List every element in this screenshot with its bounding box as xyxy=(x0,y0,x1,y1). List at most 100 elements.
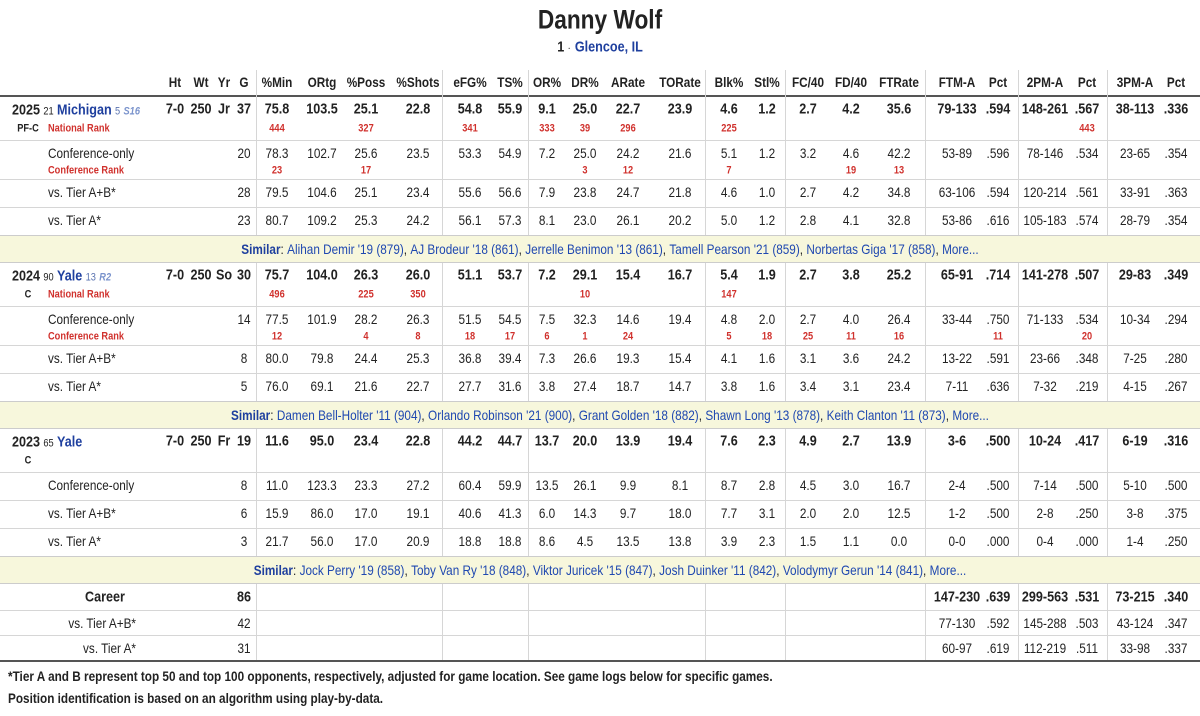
split-cell: 24.2 xyxy=(616,145,640,161)
similar-player[interactable]: Toby Van Ry '18 (848) xyxy=(411,562,527,578)
team-rank: 21 xyxy=(43,105,54,118)
split-cell: 18.8 xyxy=(498,533,522,549)
split-cell: 25.0 xyxy=(573,145,597,161)
rank-cell: 17 xyxy=(360,164,372,177)
stat-cell: 25.0 xyxy=(572,100,598,118)
split-cell: .594 xyxy=(986,184,1010,200)
split-cell: 12.5 xyxy=(887,505,911,521)
split-cell: 1.5 xyxy=(799,533,817,549)
stat-cell: 3.8 xyxy=(842,266,860,284)
split-cell: .250 xyxy=(1075,505,1099,521)
hometown[interactable]: Glencoe, IL xyxy=(574,38,643,56)
year: 2024 xyxy=(12,267,41,285)
similar-separator: , xyxy=(945,407,949,423)
column-rule xyxy=(925,70,926,660)
position: C xyxy=(24,454,32,467)
split-cell: 1-4 xyxy=(1126,533,1144,549)
stat-cell: 103.5 xyxy=(306,100,338,118)
similar-colon: : xyxy=(280,241,284,257)
split-cell: 7.9 xyxy=(538,184,556,200)
career-split-label: vs. Tier A+B* xyxy=(68,614,136,631)
rank-cell: 3 xyxy=(582,164,588,177)
stat-cell: 75.8 xyxy=(264,100,290,118)
split-cell: 4.1 xyxy=(842,212,860,228)
team[interactable]: Yale xyxy=(57,433,83,451)
similar-player[interactable]: Alihan Demir '19 (879) xyxy=(287,241,404,257)
similar-player[interactable]: Keith Clanton '11 (873) xyxy=(826,407,946,423)
more-link[interactable]: More... xyxy=(942,241,979,257)
split-cell: 32.3 xyxy=(573,311,597,327)
column-header: G xyxy=(239,74,249,90)
similar-player[interactable]: Orlando Robinson '21 (900) xyxy=(428,407,573,423)
split-cell: 22.7 xyxy=(406,378,430,394)
split-cell: 56.1 xyxy=(458,212,482,228)
team[interactable]: Yale xyxy=(57,267,83,285)
position: C xyxy=(24,288,32,301)
similar-label: Similar xyxy=(241,241,281,257)
stat-cell: 7-0 xyxy=(165,266,185,284)
similar-player[interactable]: Shawn Long '13 (878) xyxy=(705,407,821,423)
similar-player[interactable]: Tamell Pearson '21 (859) xyxy=(669,241,800,257)
similar-player[interactable]: Jock Perry '19 (858) xyxy=(299,562,405,578)
column-header: %Poss xyxy=(346,74,386,90)
split-cell: 56.6 xyxy=(498,184,522,200)
career-cell: 77-130 xyxy=(938,614,976,631)
career-cell: .511 xyxy=(1075,639,1099,656)
similar-player[interactable]: Norbertas Giga '17 (858) xyxy=(806,241,936,257)
split-cell: 63-106 xyxy=(938,184,976,200)
split-cell: 3.4 xyxy=(799,378,817,394)
career-cell: 42 xyxy=(237,614,251,631)
split-cell: 9.9 xyxy=(619,477,637,493)
split-cell: 23.4 xyxy=(887,378,911,394)
stat-cell: 26.0 xyxy=(405,266,431,284)
split-cell: 25.1 xyxy=(354,184,378,200)
stat-cell: 250 xyxy=(190,266,212,284)
split-cell: .250 xyxy=(1164,533,1188,549)
split-cell: .000 xyxy=(986,533,1010,549)
similar-player[interactable]: Josh Duinker '11 (842) xyxy=(659,562,777,578)
column-rule xyxy=(785,70,786,660)
stat-cell: 11.6 xyxy=(265,432,289,450)
split-cell: 8.1 xyxy=(671,477,689,493)
stat-cell: 35.6 xyxy=(886,100,912,118)
rank-cell: 11 xyxy=(993,330,1003,343)
split-cell: 24.4 xyxy=(354,350,378,366)
split-cell: 3.1 xyxy=(842,378,860,394)
similar-player[interactable]: Jerrelle Benimon '13 (861) xyxy=(525,241,663,257)
split-cell: 8.1 xyxy=(538,212,556,228)
split-cell: .534 xyxy=(1075,145,1099,161)
split-cell: 14 xyxy=(237,311,251,327)
more-link[interactable]: More... xyxy=(929,562,967,578)
similar-separator: , xyxy=(421,407,425,423)
split-cell: 80.7 xyxy=(265,212,289,228)
similar-player[interactable]: Volodymyr Gerun '14 (841) xyxy=(782,562,924,578)
split-cell: 14.7 xyxy=(668,378,692,394)
column-header: %Shots xyxy=(396,74,440,90)
split-cell: 0-4 xyxy=(1036,533,1054,549)
split-cell: .596 xyxy=(986,145,1010,161)
rank-cell: 17 xyxy=(504,330,516,343)
team[interactable]: Michigan xyxy=(57,101,112,119)
more-link[interactable]: More... xyxy=(952,407,989,423)
stat-cell: 250 xyxy=(190,100,212,118)
stat-cell: .567 xyxy=(1074,100,1100,118)
row-rule xyxy=(0,306,1200,307)
similar-player[interactable]: Viktor Juricek '15 (847) xyxy=(532,562,653,578)
column-header: DR% xyxy=(571,74,599,90)
split-cell: 5.1 xyxy=(720,145,738,161)
split-cell: 1.6 xyxy=(758,350,776,366)
stat-cell: 13.7 xyxy=(534,432,560,450)
split-cell: 109.2 xyxy=(307,212,337,228)
split-label: vs. Tier A* xyxy=(48,378,101,394)
split-cell: 26.3 xyxy=(406,311,430,327)
split-label: Conference-only xyxy=(48,145,135,161)
stat-cell: 5.4 xyxy=(720,266,738,284)
similar-player[interactable]: AJ Brodeur '18 (861) xyxy=(410,241,519,257)
similar-player[interactable]: Grant Golden '18 (882) xyxy=(578,407,699,423)
stat-cell: 23.4 xyxy=(353,432,379,450)
split-cell: 59.9 xyxy=(498,477,522,493)
similar-player[interactable]: Damen Bell-Holter '11 (904) xyxy=(276,407,422,423)
split-cell: 4.5 xyxy=(576,533,594,549)
split-cell: 4.6 xyxy=(720,184,738,200)
